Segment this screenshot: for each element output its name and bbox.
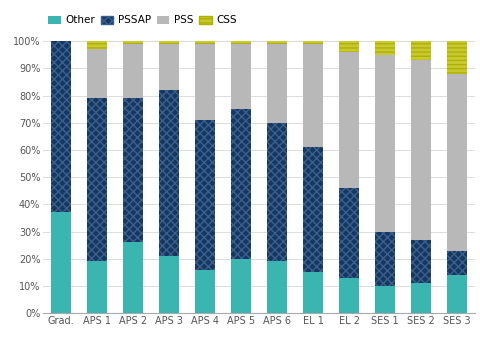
Bar [231,259,251,313]
Bar [123,243,143,313]
Bar [267,44,287,123]
Bar [87,98,107,261]
Bar [375,286,395,313]
Bar [339,188,359,278]
Bar [303,41,323,44]
Bar [339,41,359,52]
Bar [339,278,359,313]
Bar [123,41,143,44]
Bar [87,50,107,98]
Bar [51,41,71,213]
Bar [375,232,395,286]
Bar [51,213,71,313]
Bar [159,41,179,44]
Bar [123,98,143,243]
Bar [267,41,287,44]
Bar [411,60,431,240]
Bar [231,109,251,259]
Bar [195,270,215,313]
Bar [231,41,251,44]
Bar [447,74,467,250]
Bar [411,283,431,313]
Bar [447,275,467,313]
Bar [375,41,395,55]
Bar [303,147,323,272]
Bar [447,41,467,74]
Bar [447,250,467,275]
Bar [123,44,143,98]
Bar [195,120,215,270]
Bar [303,44,323,147]
Bar [267,261,287,313]
Bar [159,256,179,313]
Bar [411,240,431,283]
Bar [303,272,323,313]
Bar [159,90,179,256]
Bar [159,44,179,90]
Bar [375,55,395,232]
Bar [87,41,107,50]
Bar [411,41,431,60]
Bar [87,261,107,313]
Bar [267,123,287,261]
Bar [195,44,215,120]
Bar [195,41,215,44]
Bar [339,52,359,188]
Bar [231,44,251,109]
Legend: Other, PSSAP, PSS, CSS: Other, PSSAP, PSS, CSS [44,11,241,30]
